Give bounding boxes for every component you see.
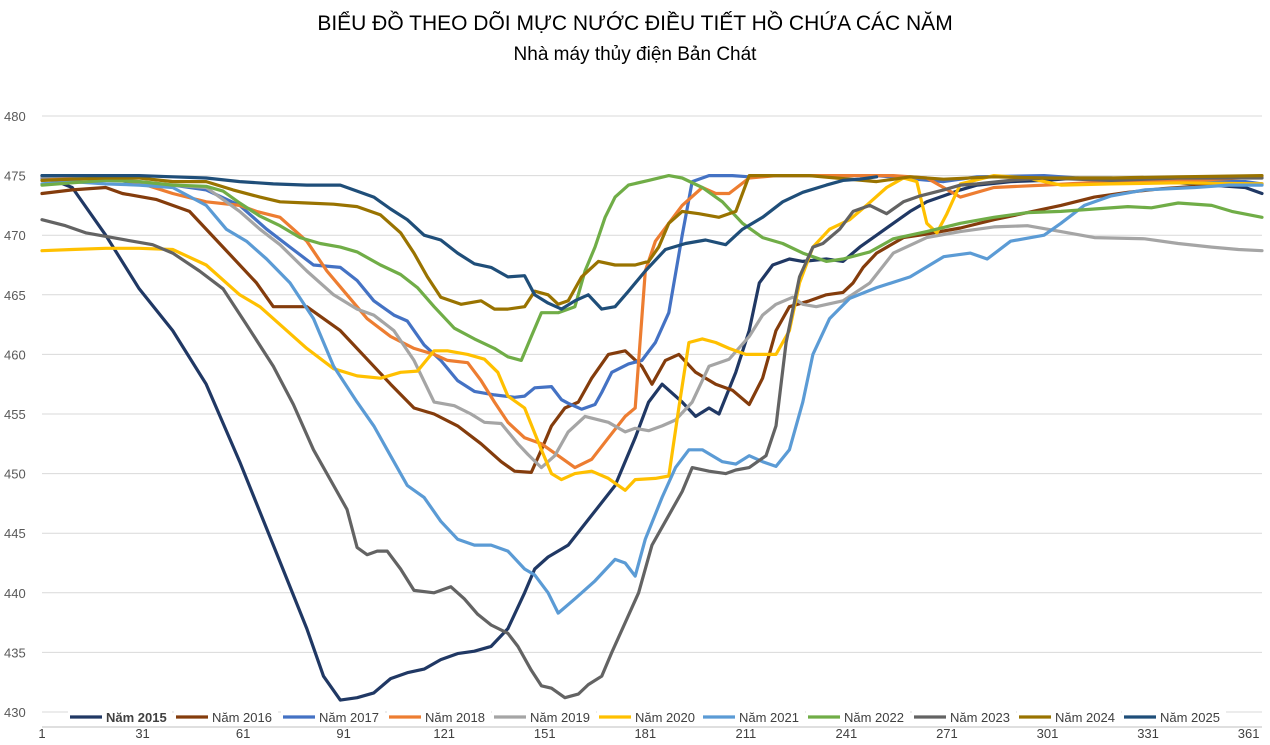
- series-line-1: [40, 174, 1264, 702]
- legend-item-bg: [174, 709, 278, 724]
- series-line-6: [40, 174, 1264, 492]
- x-tick-label: 211: [735, 726, 756, 741]
- y-tick-label: 455: [4, 407, 26, 422]
- legend-label: Năm 2019: [530, 710, 590, 725]
- series-line-2: [40, 182, 1264, 474]
- legend-label: Năm 2023: [950, 710, 1010, 725]
- chart-subtitle: Nhà máy thủy điện Bản Chát: [513, 44, 757, 65]
- legend-item: Năm 2024: [1017, 709, 1121, 725]
- y-tick-label: 445: [4, 526, 26, 541]
- legend-label: Năm 2016: [212, 710, 272, 725]
- legend-label: Năm 2021: [739, 710, 799, 725]
- series-line-5: [40, 174, 1264, 470]
- legend-item-bg: [387, 709, 491, 724]
- legend-item: Năm 2019: [492, 709, 596, 725]
- y-tick-label: 430: [4, 705, 26, 720]
- x-tick-label: 361: [1238, 726, 1260, 741]
- y-tick-label: 470: [4, 228, 26, 243]
- y-tick-label: 460: [4, 347, 26, 362]
- legend-item-bg: [281, 709, 385, 724]
- legend-item: Năm 2017: [281, 709, 385, 725]
- x-tick-label: 271: [936, 726, 958, 741]
- x-tick-label: 61: [236, 726, 250, 741]
- legend-label: Năm 2020: [635, 710, 695, 725]
- series-line-11: [40, 174, 879, 311]
- legend-item-bg: [1017, 709, 1121, 724]
- legend-item-bg: [806, 709, 910, 724]
- series-line-8: [40, 174, 1264, 362]
- legend-item-bg: [1122, 709, 1226, 724]
- series-lines: [40, 174, 1264, 702]
- legend-item: Năm 2020: [597, 709, 701, 725]
- legend-item: Năm 2025: [1122, 709, 1226, 725]
- grid-lines: [42, 115, 1262, 713]
- series-line-4: [40, 174, 1264, 470]
- legend-label: Năm 2018: [425, 710, 485, 725]
- legend-label: Năm 2015: [106, 710, 167, 725]
- y-tick-label: 435: [4, 645, 26, 660]
- legend-label: Năm 2025: [1160, 710, 1220, 725]
- legend-item: Năm 2022: [806, 709, 910, 725]
- legend-item: Năm 2021: [701, 709, 805, 725]
- legend-item: Năm 2023: [912, 709, 1016, 725]
- legend-item-bg: [597, 709, 701, 724]
- series-line-9: [40, 176, 1264, 700]
- y-tick-label: 475: [4, 169, 26, 184]
- legend-label: Năm 2024: [1055, 710, 1115, 725]
- series-line-7: [40, 180, 1264, 615]
- x-tick-label: 121: [433, 726, 455, 741]
- legend-item: Năm 2015: [68, 709, 172, 725]
- y-tick-label: 465: [4, 288, 26, 303]
- legend-item: Năm 2018: [387, 709, 491, 725]
- legend-label: Năm 2022: [844, 710, 904, 725]
- x-tick-label: 1: [38, 726, 45, 741]
- legend-item-bg: [701, 709, 805, 724]
- y-tick-label: 480: [4, 109, 26, 124]
- x-tick-label: 31: [135, 726, 149, 741]
- x-tick-label: 241: [836, 726, 858, 741]
- chart-title: BIỂU ĐỒ THEO DÕI MỰC NƯỚC ĐIỀU TIẾT HỒ C…: [317, 12, 953, 35]
- x-tick-label: 91: [336, 726, 350, 741]
- series-line-10: [40, 174, 1264, 311]
- x-tick-label: 331: [1137, 726, 1159, 741]
- x-tick-label: 151: [534, 726, 556, 741]
- x-tick-label: 181: [634, 726, 656, 741]
- axes: 430 435 440 445 450 455 460 465 470 475 480 1 31 61 91…: [4, 109, 1262, 741]
- legend-item: Năm 2016: [174, 709, 278, 725]
- legend-label: Năm 2017: [319, 710, 379, 725]
- legend-item-bg: [492, 709, 596, 724]
- legend: Năm 2015 Năm 2016 Năm 2017 Năm 2018 Năm 2019…: [68, 709, 1226, 725]
- legend-item-bg: [912, 709, 1016, 724]
- x-tick-label: 301: [1037, 726, 1059, 741]
- y-tick-label: 440: [4, 586, 26, 601]
- legend-item-bg: [68, 709, 172, 724]
- y-tick-label: 450: [4, 467, 26, 482]
